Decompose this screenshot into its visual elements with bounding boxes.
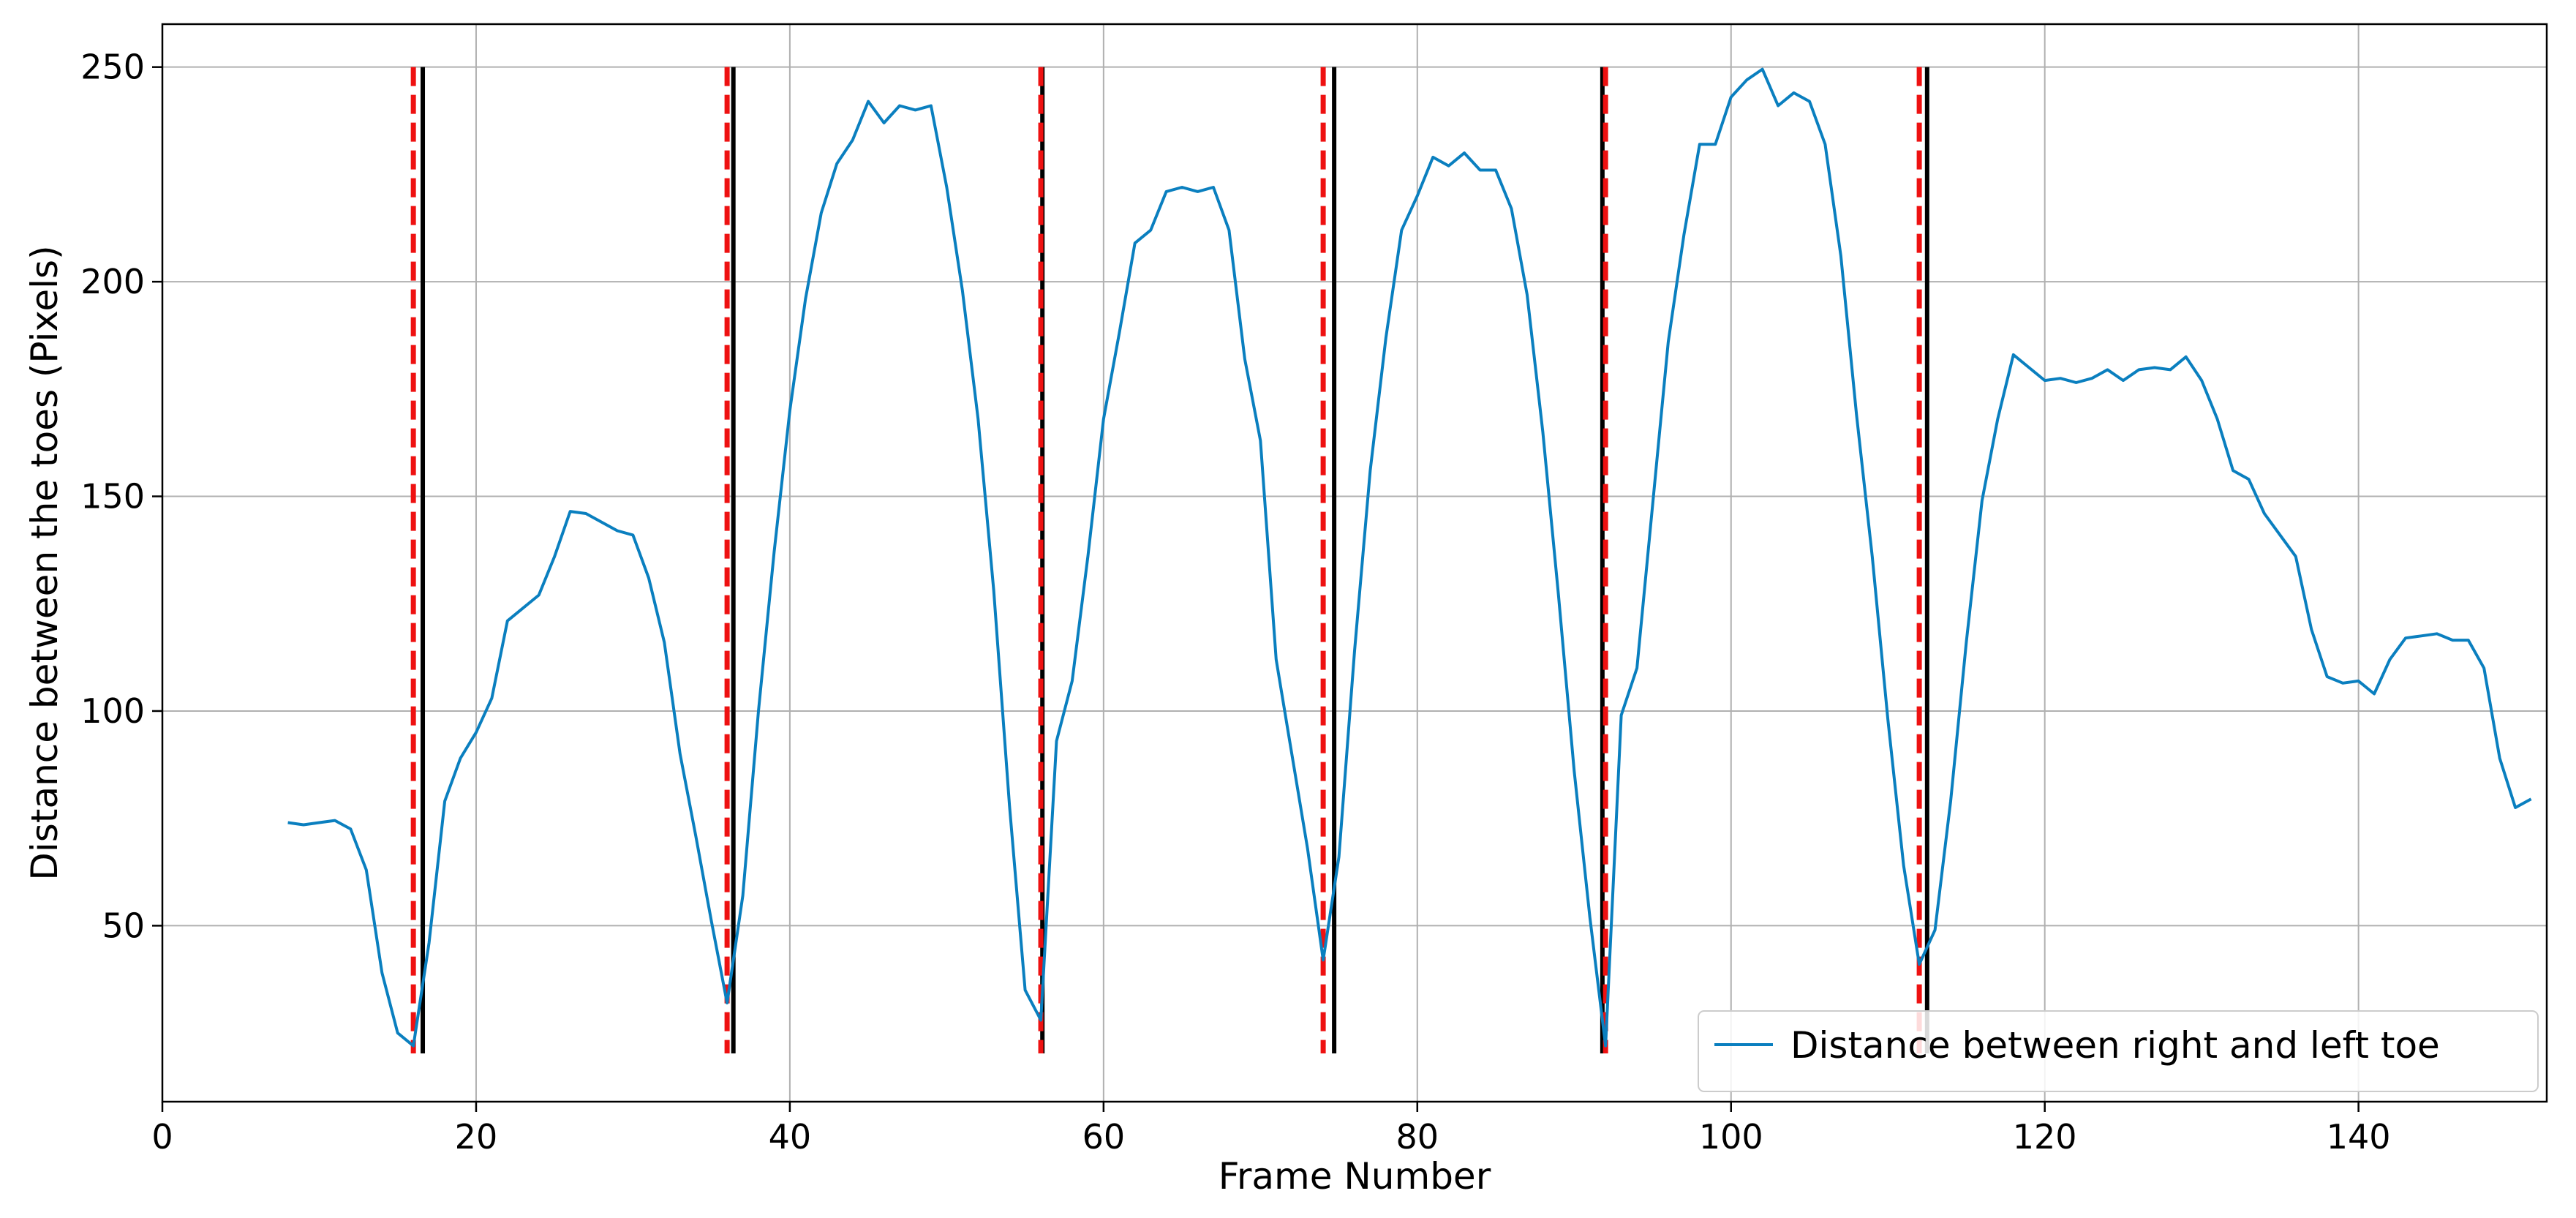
legend-box (1698, 1010, 2539, 1092)
grid (162, 24, 2547, 1102)
x-tick-label: 100 (1699, 1117, 1763, 1157)
x-tick-label: 60 (1082, 1117, 1126, 1157)
series-layer (287, 67, 2532, 1048)
x-tick-label: 40 (769, 1117, 812, 1157)
y-tick-label: 50 (102, 906, 145, 945)
legend: Distance between right and left toe (1698, 1010, 2539, 1092)
series-line (287, 67, 2532, 1048)
y-tick-label: 150 (80, 477, 145, 516)
x-tick-label: 80 (1396, 1117, 1439, 1157)
x-tick-label: 120 (2013, 1117, 2077, 1157)
y-tick-label: 100 (80, 691, 145, 731)
plot-frame (161, 23, 2548, 1103)
y-tick-label: 200 (80, 262, 145, 301)
x-tick-label: 140 (2327, 1117, 2391, 1157)
y-axis-title: Distance between the toes (Pixels) (23, 245, 66, 880)
axis-ticks: 0 20 40 60 80 100 120 140 50 100 150 200 250 (80, 48, 2390, 1157)
legend-label: Distance between right and left toe (1790, 1024, 2440, 1067)
frame-markers (410, 67, 1929, 1053)
x-tick-label: 20 (455, 1117, 498, 1157)
x-axis-title: Frame Number (1219, 1155, 1491, 1198)
x-tick-label: 0 (151, 1117, 173, 1157)
y-tick-label: 250 (80, 48, 145, 87)
